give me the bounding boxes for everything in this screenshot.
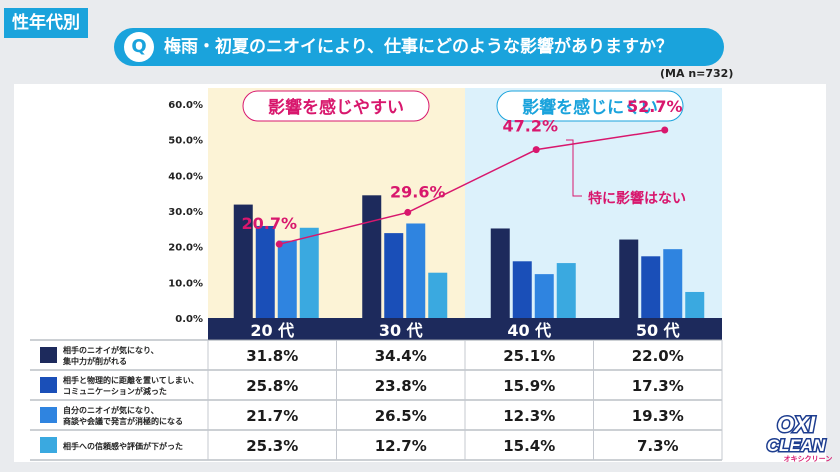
y-tick-label: 50.0%	[168, 136, 203, 147]
line-series	[279, 129, 665, 245]
table-cell: 31.8%	[246, 347, 298, 365]
bar	[685, 291, 705, 318]
bar	[556, 263, 576, 318]
table-cell: 25.8%	[246, 377, 298, 395]
table-cell: 12.7%	[375, 437, 427, 455]
legend-label: 相手のニオイが気になり、	[63, 345, 159, 355]
bar	[384, 233, 404, 318]
question-text: 梅雨・初夏のニオイにより、仕事にどのような影響がありますか？	[164, 37, 673, 57]
y-tick-label: 40.0%	[168, 171, 203, 182]
y-tick-label: 20.0%	[168, 243, 203, 254]
question-banner: Q 梅雨・初夏のニオイにより、仕事にどのような影響がありますか？	[114, 28, 724, 66]
bar	[490, 228, 510, 318]
bar	[233, 204, 253, 318]
brand-kana: オキシクリーン	[784, 454, 833, 463]
line-point	[661, 126, 669, 134]
bar	[255, 225, 275, 318]
table-cell: 15.4%	[503, 437, 555, 455]
bar	[277, 240, 297, 318]
line-data-label: 20.7%	[241, 214, 297, 233]
bar	[428, 272, 448, 318]
question-badge: Q	[124, 32, 154, 62]
legend-swatch	[40, 347, 57, 363]
line-data-label: 52.7%	[627, 97, 683, 116]
brand-line1: OXI	[777, 412, 816, 437]
bar	[299, 227, 319, 318]
table-cell: 21.7%	[246, 407, 298, 425]
legend-label: 自分のニオイが気になり、	[63, 405, 159, 415]
bar	[406, 223, 426, 318]
legend-label: 商談や会議で発言が消極的になる	[63, 416, 183, 426]
legend-swatch	[40, 437, 57, 453]
zone-left-label: 影響を感じやすい	[268, 97, 404, 118]
table-cell: 22.0%	[632, 347, 684, 365]
table-cell: 34.4%	[375, 347, 427, 365]
table-header	[208, 318, 722, 340]
line-callout-label: 特に影響はない	[588, 190, 686, 207]
y-tick-label: 30.0%	[168, 207, 203, 218]
table-cell: 7.3%	[637, 437, 679, 455]
table-cell: 12.3%	[503, 407, 555, 425]
zone-left-pill	[242, 90, 430, 122]
y-tick-label: 0.0%	[175, 314, 203, 325]
table-cell: 19.3%	[632, 407, 684, 425]
legend-label: 集中力が削がれる	[62, 356, 127, 366]
zone-right-label: 影響を感じにくい	[522, 97, 658, 118]
line-callout-leader	[566, 139, 582, 197]
line-data-label: 29.6%	[390, 182, 446, 201]
legend-label: 相手と物理的に距離を置いてしまい、	[63, 375, 199, 385]
table-cell: 25.3%	[246, 437, 298, 455]
legend-swatch	[40, 377, 57, 393]
category-label: 30 代	[379, 321, 423, 340]
legend-label: 相手への信頼感や評価が下がった	[63, 441, 183, 451]
bar	[512, 261, 532, 318]
line-point	[532, 146, 540, 154]
legend-swatch	[40, 407, 57, 423]
table-cell: 26.5%	[375, 407, 427, 425]
category-label: 50 代	[636, 321, 680, 340]
bar	[362, 195, 382, 318]
bar	[619, 239, 639, 318]
line-point	[404, 208, 412, 216]
table-cell: 17.3%	[632, 377, 684, 395]
line-data-label: 47.2%	[502, 117, 558, 136]
sample-size: (MA n=732)	[660, 67, 734, 80]
category-label: 40 代	[507, 321, 551, 340]
brand-logo: OXI CLEAN オキシクリーン	[765, 411, 833, 464]
segment-tag: 性年代別	[4, 8, 88, 38]
y-tick-label: 10.0%	[168, 278, 203, 289]
table-cell: 15.9%	[503, 377, 555, 395]
line-point	[275, 240, 283, 248]
bar	[641, 256, 661, 318]
y-tick-label: 60.0%	[168, 100, 203, 111]
table-cell: 25.1%	[503, 347, 555, 365]
bar	[663, 249, 683, 318]
zone-right-pill	[496, 90, 684, 122]
category-label: 20 代	[250, 321, 294, 340]
bar	[534, 274, 554, 318]
legend-label: コミュニケーションが減った	[63, 386, 167, 396]
brand-line2: CLEAN	[767, 436, 826, 455]
table-cell: 23.8%	[375, 377, 427, 395]
